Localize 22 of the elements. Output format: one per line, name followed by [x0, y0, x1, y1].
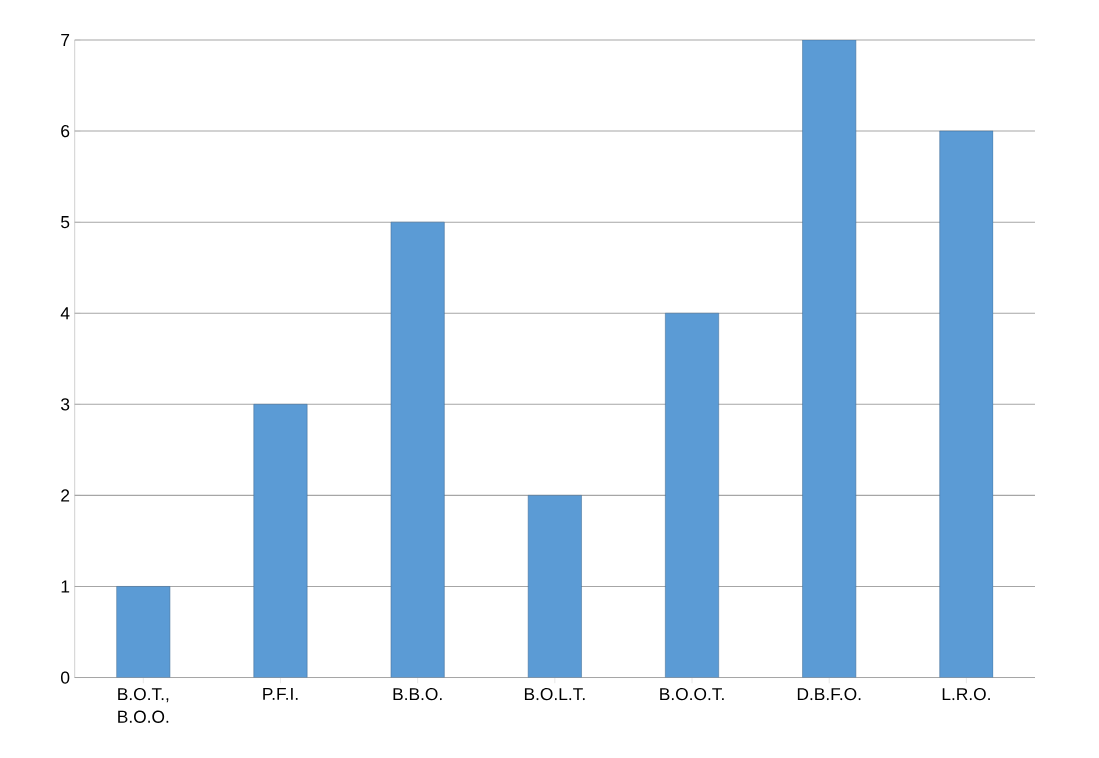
x-tick-label: L.R.O.: [942, 688, 990, 701]
y-tick-label: 4: [60, 307, 70, 320]
y-tick-label: 2: [61, 489, 70, 502]
x-tick-label: B.O.T., B.O.O.: [118, 688, 169, 724]
bar: [665, 313, 719, 678]
x-tick-label: B.O.L.T.: [524, 688, 585, 701]
y-tick-label: 0: [61, 671, 70, 684]
bar: [253, 404, 308, 678]
y-tick-label: 1: [61, 580, 70, 593]
x-tick-label: D.B.F.O.: [797, 688, 861, 701]
x-tick-label: B.B.O.: [393, 688, 442, 701]
bar: [527, 495, 582, 678]
x-tick-label: P.F.I.: [263, 688, 298, 701]
x-tick-label: B.O.O.T.: [660, 688, 724, 701]
y-tick-label: 3: [61, 398, 70, 411]
bar: [116, 586, 171, 678]
bar: [939, 131, 994, 678]
bar: [390, 222, 445, 678]
bar: [802, 40, 857, 678]
y-tick-label: 7: [61, 34, 70, 47]
y-tick-label: 6: [61, 125, 70, 138]
y-tick-label: 5: [61, 216, 70, 229]
